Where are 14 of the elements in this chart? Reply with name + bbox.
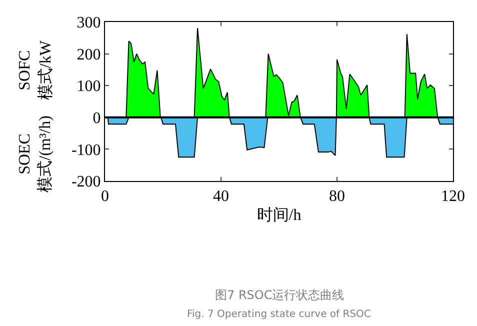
y-tick-label: 200 bbox=[76, 46, 101, 64]
y-tick-label: -200 bbox=[71, 174, 101, 191]
y-tick-label: 300 bbox=[76, 14, 101, 32]
y-tick-label: 0 bbox=[92, 110, 101, 127]
caption: Fig. 7 Operating state curve of RSOC bbox=[187, 309, 371, 320]
x-axis-title: 时间/h bbox=[256, 206, 302, 224]
y-tick-label: -100 bbox=[71, 142, 101, 159]
x-tick-label: 40 bbox=[213, 188, 229, 206]
caption: 图7 RSOC运行状态曲线 bbox=[215, 288, 344, 302]
x-tick-label: 120 bbox=[441, 188, 465, 206]
x-tick-label: 80 bbox=[329, 188, 345, 206]
text: SOEC 模式/(m³/h) bbox=[16, 116, 54, 192]
y-axis-title: SOFC 模式/kW bbox=[16, 40, 54, 100]
y-tick-label: 100 bbox=[76, 78, 101, 96]
